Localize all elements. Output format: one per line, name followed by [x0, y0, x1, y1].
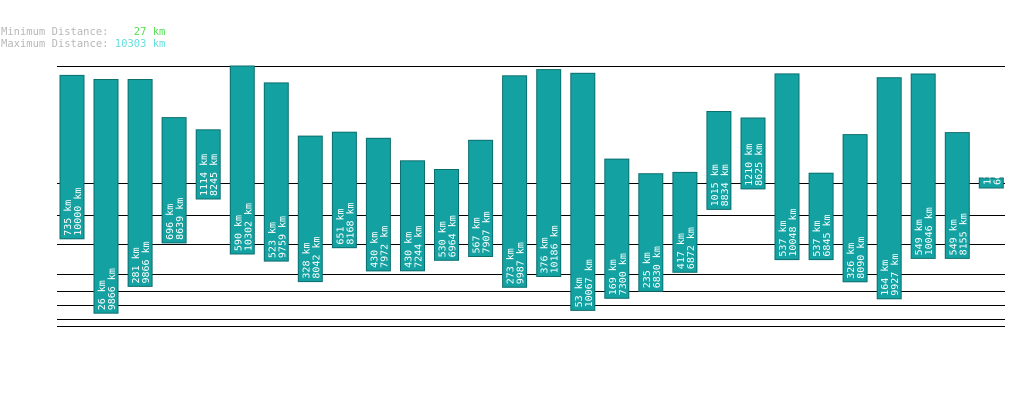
bar-max-label: 9866 km — [141, 241, 152, 283]
bar-min-label: 417 km — [676, 233, 687, 269]
bar — [808, 172, 834, 261]
bar — [93, 79, 119, 314]
bar-min-label: 1210 km — [744, 144, 755, 186]
bar-max-label: 8168 km — [345, 202, 356, 244]
bar — [502, 75, 528, 288]
bar-min-label: 235 km — [642, 252, 653, 288]
bar-min-label: 376 km — [540, 237, 551, 273]
bar-max-label: 10048 km — [788, 208, 799, 256]
bar-max-label: 10067 km — [584, 259, 595, 307]
bar-min-label: 328 km — [301, 242, 312, 278]
bar-min-label: 537 km — [812, 220, 823, 256]
bar-min-label: 530 km — [438, 221, 449, 257]
bar-max-label: 6830 km — [652, 246, 663, 288]
bar-min-label: 53 km — [574, 277, 585, 307]
bar — [910, 73, 936, 259]
bar — [331, 131, 357, 249]
bar — [365, 137, 391, 272]
bar-max-label: 7244 km — [414, 226, 425, 268]
bar — [263, 82, 289, 262]
bar-max-label: 10302 km — [243, 203, 254, 251]
bar — [400, 160, 425, 272]
bar — [59, 74, 85, 240]
bar-min-label: 651 km — [335, 208, 346, 244]
bar-min-label: 26 km — [97, 280, 108, 310]
bar — [604, 158, 630, 299]
max-distance-label: Maximum Distance: — [1, 38, 109, 50]
bar-min-label: 549 km — [914, 219, 925, 255]
bar — [978, 177, 1004, 189]
bar — [876, 77, 902, 300]
bar-max-label: 9866 km — [107, 268, 118, 310]
bar-min-label: 281 km — [131, 247, 142, 283]
bar-min-label: 590 km — [233, 215, 244, 251]
bar-max-label: 7300 km — [618, 253, 629, 295]
bar — [570, 72, 596, 311]
bar — [195, 129, 221, 200]
bar-min-label: 696 km — [165, 204, 176, 240]
bar — [944, 132, 970, 259]
bar-max-label: 8639 km — [175, 198, 186, 240]
bar — [672, 171, 698, 273]
bar-min-label: 1114 km — [199, 154, 210, 196]
bar-min-label: 549 km — [948, 219, 959, 255]
bar — [706, 111, 732, 210]
bar — [229, 65, 255, 255]
bar-min-label: 567 km — [472, 217, 483, 253]
bar-min-label: 164 km — [880, 260, 891, 296]
bar — [127, 79, 153, 287]
bar-max-label: 8090 km — [856, 237, 867, 279]
bar — [740, 117, 766, 190]
bar-max-label: 8625 km — [754, 144, 765, 186]
max-distance-value: 10303 km — [114, 38, 166, 50]
bar-min-label: 537 km — [778, 220, 789, 256]
bar-min-label: 1335 km — [982, 143, 993, 185]
min-distance-label: Minimum Distance: — [1, 26, 109, 38]
bar-max-label: 9927 km — [890, 254, 901, 296]
bar-max-label: 8834 km — [720, 164, 731, 206]
bar-max-label: 6845 km — [822, 214, 833, 256]
bar-min-label: 735 km — [63, 200, 74, 236]
bar-max-label: 8155 km — [958, 213, 969, 255]
bar-max-label: 6872 km — [686, 227, 697, 269]
bar-min-label: 273 km — [506, 248, 517, 284]
bar — [468, 139, 494, 257]
bar-min-label: 430 km — [369, 232, 380, 268]
bar-min-label: 1015 km — [710, 164, 721, 206]
bar — [536, 69, 562, 277]
bar-max-label: 9987 km — [516, 242, 527, 284]
bar-max-label: 7972 km — [379, 226, 390, 268]
bar — [161, 117, 187, 244]
bar — [842, 134, 868, 283]
distance-summary: Minimum Distance: 27 km Maximum Distance… — [1, 26, 165, 50]
min-distance-value: 27 km — [133, 26, 166, 38]
bar — [434, 169, 459, 261]
bar-min-label: 169 km — [608, 259, 619, 295]
bar-max-label: 7907 km — [482, 211, 493, 253]
bar-max-label: 6964 km — [448, 215, 459, 257]
bar-max-label: 8245 km — [209, 154, 220, 196]
bar-min-label: 430 km — [404, 232, 415, 268]
bar — [774, 73, 800, 261]
bar-max-label: 10000 km — [73, 188, 84, 236]
bar — [638, 173, 664, 292]
bar-min-label: 326 km — [846, 243, 857, 279]
bar-min-label: 523 km — [267, 222, 278, 258]
bar-max-label: 10046 km — [924, 207, 935, 255]
bar-max-label: 6689 km — [992, 143, 1003, 185]
bar-max-label: 8042 km — [311, 236, 322, 278]
bar-max-label: 10186 km — [550, 225, 561, 273]
bar — [297, 135, 323, 283]
bar-max-label: 9759 km — [277, 216, 288, 258]
